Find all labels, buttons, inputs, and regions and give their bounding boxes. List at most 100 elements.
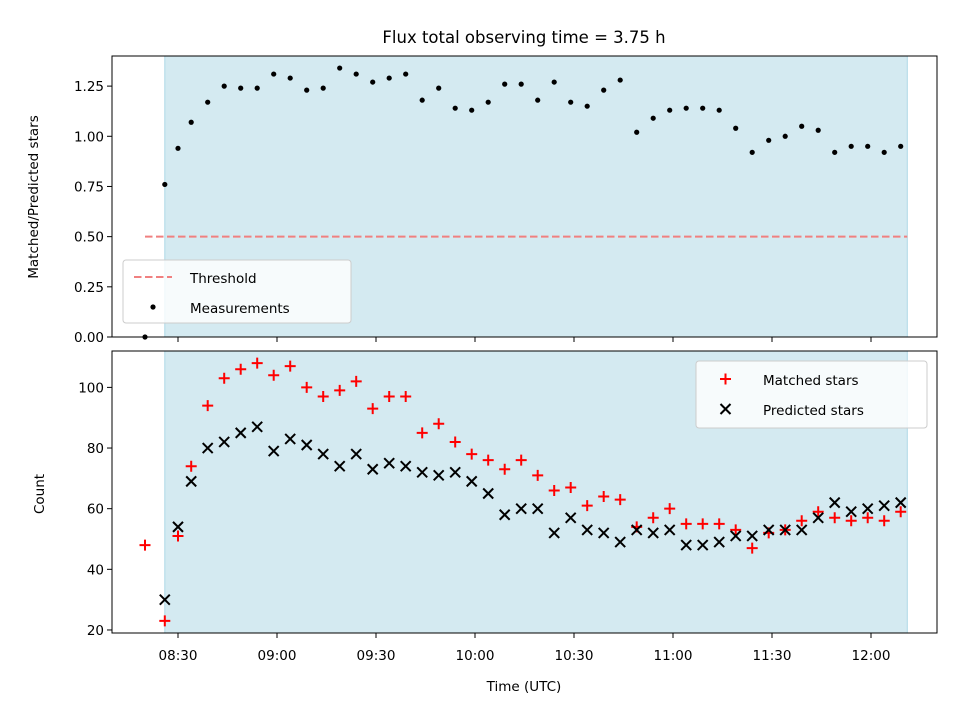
predicted-star-marker	[317, 448, 329, 460]
predicted-star-marker	[465, 475, 478, 488]
predicted-star-marker	[663, 524, 676, 536]
matched-star-marker	[829, 512, 841, 524]
bottom-legend: Matched stars Predicted stars	[695, 360, 928, 429]
predicted-star-marker	[185, 475, 197, 488]
matched-star-marker	[218, 372, 230, 384]
measurement-point	[650, 115, 656, 121]
measurement-point	[205, 99, 211, 105]
measurement-point	[551, 79, 557, 85]
predicted-star-marker	[614, 536, 626, 548]
legend-threshold-label: Threshold	[189, 271, 257, 287]
measurement-point	[782, 133, 788, 139]
predicted-star-marker	[449, 466, 461, 478]
measurement-point	[733, 125, 739, 131]
top-y-tick-label: 0.00	[74, 330, 104, 346]
predicted-star-marker	[383, 457, 395, 469]
predicted-star-marker	[746, 530, 758, 542]
measurement-point	[353, 71, 359, 77]
predicted-star-marker	[515, 502, 527, 515]
bottom-legend-box	[695, 360, 928, 429]
predicted-star-marker	[894, 496, 907, 509]
bottom-y-axis-label: Count	[32, 474, 48, 514]
bottom-axes-frame	[111, 350, 938, 634]
x-tick-label: 11:30	[753, 648, 792, 664]
measurement-point	[502, 81, 508, 87]
predicted-star-marker	[432, 469, 445, 482]
predicted-star-marker	[218, 436, 230, 448]
matched-star-marker	[499, 463, 511, 475]
predicted-star-marker	[828, 496, 841, 509]
bottom-y-tick-label: 100	[78, 380, 104, 396]
matched-star-marker	[664, 503, 676, 515]
matched-star-marker	[284, 360, 296, 372]
measurement-point	[287, 75, 293, 81]
measurement-point	[700, 105, 706, 111]
matched-star-marker	[334, 384, 346, 396]
matched-star-marker	[713, 518, 725, 530]
legend-matched-label: Matched stars	[763, 373, 859, 389]
measurement-point	[815, 127, 821, 133]
matched-star-marker	[532, 469, 544, 481]
legend-predicted-swatch	[719, 403, 732, 415]
predicted-star-marker	[762, 524, 775, 536]
top-y-tick-label: 0.25	[74, 280, 104, 296]
matched-star-marker	[730, 524, 742, 536]
matched-star-marker	[139, 539, 151, 551]
matched-star-marker	[515, 454, 527, 466]
measurement-point	[848, 143, 854, 149]
measurement-point	[881, 149, 887, 155]
matched-star-marker	[598, 491, 610, 503]
bottom-panel: 20 40 60 80 100 08:30 09:00 09:30 10:00 10:30 11:0…	[78, 350, 938, 664]
measurement-point	[601, 87, 607, 93]
matched-star-marker	[862, 512, 874, 524]
predicted-star-marker	[647, 527, 659, 539]
predicted-star-marker	[581, 524, 593, 536]
measurement-point	[584, 103, 590, 109]
matched-star-marker	[845, 515, 857, 527]
predicted-star-marker	[416, 466, 428, 478]
predicted-star-marker	[779, 524, 791, 536]
top-panel: 0.00 0.25 0.50 0.75 1.00 1.25 Threshold Measure…	[74, 55, 938, 346]
matched-star-marker	[812, 506, 824, 518]
predicted-star-marker	[399, 460, 412, 472]
matched-star-marker	[383, 390, 395, 402]
matched-star-marker	[416, 427, 428, 439]
matched-star-marker	[268, 369, 280, 381]
x-axis-label: Time (UTC)	[486, 679, 562, 695]
predicted-star-marker	[597, 527, 610, 539]
predicted-star-marker	[713, 536, 725, 548]
measurement-point	[518, 81, 524, 87]
measurement-point	[452, 105, 458, 111]
predicted-star-marker	[350, 448, 362, 460]
matched-star-marker	[581, 500, 593, 512]
measurement-point	[419, 97, 425, 103]
measurement-point	[238, 85, 244, 91]
matched-star-marker	[895, 506, 907, 518]
predicted-star-marker	[482, 487, 494, 500]
matched-star-marker	[482, 454, 494, 466]
predicted-star-marker	[795, 524, 808, 536]
measurement-point	[436, 85, 442, 91]
matched-star-marker	[400, 390, 412, 402]
matched-star-marker	[367, 403, 379, 415]
measurement-point	[320, 85, 326, 91]
measurement-point	[271, 71, 277, 77]
measurement-point	[304, 87, 310, 93]
predicted-star-marker	[548, 527, 560, 539]
measurement-point	[254, 85, 260, 91]
matched-star-marker	[235, 363, 247, 375]
bottom-y-tick-label: 40	[87, 562, 104, 578]
predicted-star-marker	[300, 439, 313, 451]
top-y-tick-label: 1.00	[74, 129, 104, 145]
matched-star-marker	[697, 518, 709, 530]
predicted-star-marker	[234, 427, 247, 439]
measurement-point	[188, 119, 194, 125]
top-legend: Threshold Measurements	[122, 259, 352, 324]
measurement-point	[386, 75, 392, 81]
matched-star-marker	[159, 615, 171, 627]
matched-star-marker	[746, 542, 758, 554]
predicted-star-marker	[878, 499, 890, 512]
measurement-point	[568, 99, 574, 105]
predicted-star-marker	[630, 524, 643, 536]
